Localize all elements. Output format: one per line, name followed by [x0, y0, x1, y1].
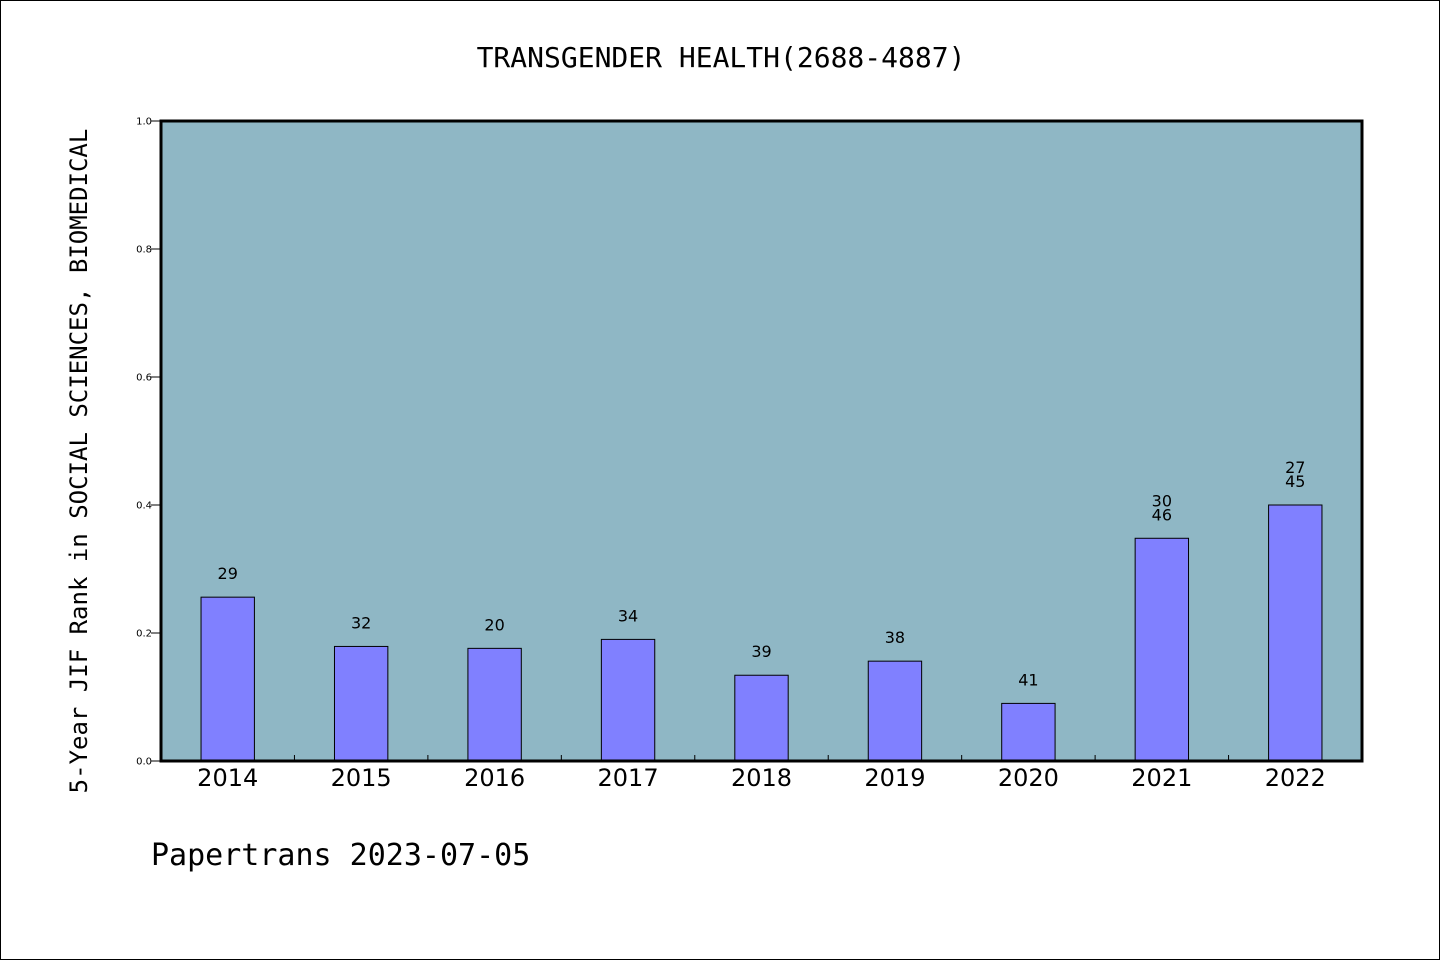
bar-data-label: 46: [1152, 505, 1172, 524]
bar-data-label: 45: [1285, 472, 1305, 491]
bar-data-label: 20: [484, 615, 504, 634]
bar-data-label: 30: [1152, 491, 1172, 510]
x-tick-label: 2019: [864, 764, 925, 792]
bar-data-label: 29: [218, 564, 238, 583]
y-tick-label: 0.0: [136, 757, 152, 768]
bar-2018: [734, 674, 789, 762]
bar-2017: [600, 638, 656, 762]
bar-2019: [867, 660, 923, 762]
bar-data-label: 38: [885, 628, 905, 647]
bar-2022: [1268, 504, 1323, 762]
y-tick-label: 1.0: [136, 117, 152, 128]
x-tick-label: 2022: [1265, 764, 1326, 792]
bar-2020: [1001, 702, 1056, 762]
bar-2021: [1134, 537, 1190, 762]
x-tick-label: 2016: [464, 764, 525, 792]
bar-2015: [333, 645, 389, 762]
y-axis-ticks: 0.0 0.2 0.4 0.6 0.8 1.0: [136, 117, 161, 768]
bar-data-label: 27: [1285, 458, 1305, 477]
y-tick-label: 0.8: [136, 245, 152, 256]
bars-layer: [200, 504, 1323, 762]
x-tick-label: 2014: [197, 764, 258, 792]
bar-2014: [200, 596, 255, 762]
plot-frame: [159, 119, 1364, 763]
x-tick-label: 2020: [998, 764, 1059, 792]
bar-2016: [467, 647, 522, 762]
chart-title: TRANSGENDER HEALTH(2688-4887): [477, 41, 966, 74]
bar-data-label: 41: [1018, 670, 1038, 689]
y-tick-label: 0.2: [136, 629, 152, 640]
bar-data-label: 39: [751, 642, 771, 661]
footer-text: Papertrans 2023-07-05: [151, 838, 530, 873]
y-axis-label: 5-Year JIF Rank in SOCIAL SCIENCES, BIOM…: [65, 129, 93, 794]
x-tick-label: 2018: [731, 764, 792, 792]
x-axis-ticks: 2014 2015 2016 2017 2018 2019 2020 2021 2022: [197, 755, 1326, 792]
x-tick-label: 2021: [1131, 764, 1192, 792]
y-tick-label: 0.4: [136, 501, 152, 512]
bar-data-label: 34: [618, 606, 638, 625]
x-tick-label: 2015: [331, 764, 392, 792]
bar-data-label: 32: [351, 613, 371, 632]
y-tick-label: 0.6: [136, 373, 152, 384]
x-tick-label: 2017: [598, 764, 659, 792]
